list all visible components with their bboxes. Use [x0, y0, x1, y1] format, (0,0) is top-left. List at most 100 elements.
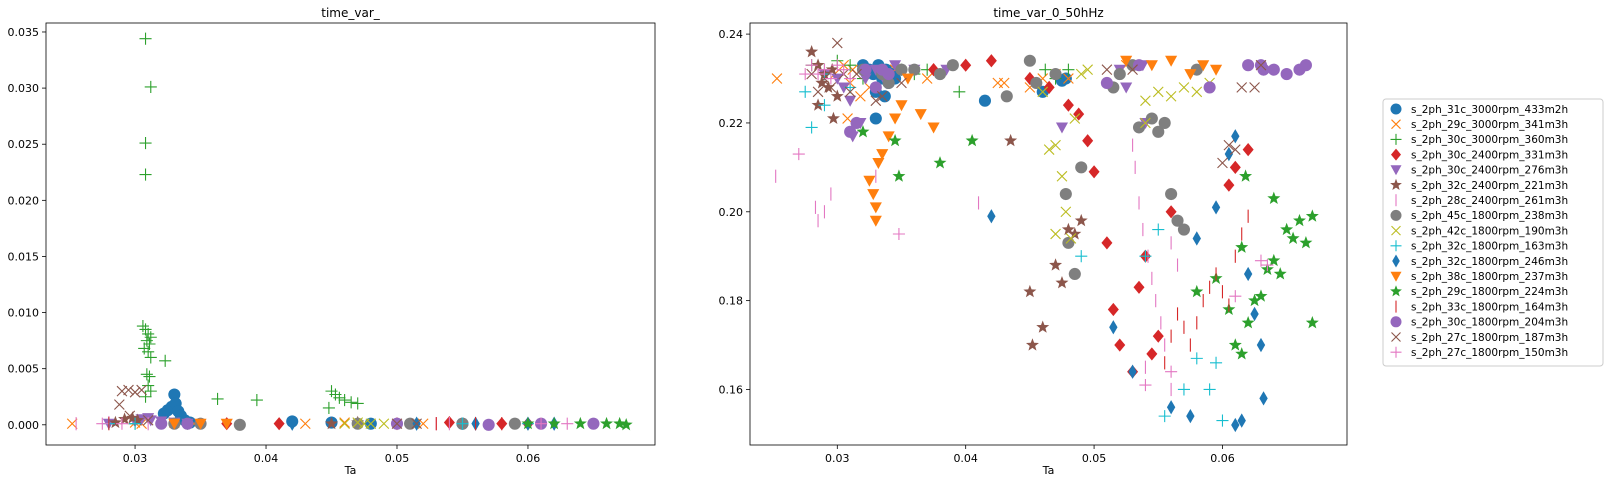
- left-data-point: [168, 418, 181, 430]
- right-data-point: [1239, 169, 1253, 182]
- left-data-point: [600, 416, 614, 430]
- right-data-point: [1184, 69, 1197, 81]
- left-data-point: [250, 394, 263, 407]
- legend: s_2ph_31c_3000rpm_433m2h s_2ph_29c_3000rp…: [1382, 98, 1604, 367]
- right-data-point: [1231, 417, 1240, 433]
- right-data-point: [1069, 113, 1081, 124]
- left-y-tick-label: 0.000: [8, 419, 40, 432]
- right-data-point: [826, 111, 840, 125]
- right-data-point: [844, 59, 857, 72]
- right-data-point: [1261, 259, 1274, 272]
- right-x-tick-label: 0.05: [1082, 452, 1107, 465]
- left-x-tick-label: 0.05: [385, 452, 410, 465]
- left-data-point: [351, 417, 364, 430]
- left-data-point: [613, 416, 627, 430]
- legend-label: s_2ph_32c_2400rpm_221m3h: [1411, 180, 1568, 192]
- right-data-point: [844, 72, 857, 85]
- right-data-point: [1210, 356, 1223, 369]
- left-axis-ticks: 0.03 0.04 0.05 0.06 0.000 0.005 0.010 0.015 0.02…: [8, 26, 541, 465]
- left-y-tick-label: 0.015: [8, 250, 40, 263]
- right-data-point: [1043, 80, 1055, 95]
- right-data-point: [882, 76, 895, 90]
- left-data-point: [338, 394, 351, 407]
- left-data-point: [521, 416, 535, 430]
- right-data-point: [1305, 316, 1319, 329]
- left-data-point: [139, 137, 152, 150]
- legend-label: s_2ph_45c_1800rpm_238m3h: [1411, 210, 1568, 222]
- legend-label: s_2ph_27c_1800rpm_187m3h: [1411, 332, 1568, 344]
- right-y-tick-label: 0.18: [719, 295, 744, 308]
- right-data-point: [1242, 59, 1255, 72]
- left-data-point: [378, 418, 390, 430]
- right-data-points: [771, 37, 1319, 433]
- right-data-point: [1248, 293, 1262, 307]
- legend-label: s_2ph_42c_1800rpm_190m3h: [1411, 225, 1568, 237]
- right-data-point: [1229, 160, 1241, 174]
- right-data-point: [818, 99, 831, 112]
- right-data-point: [896, 77, 907, 89]
- legend-label: s_2ph_28c_2400rpm_261m3h: [1411, 195, 1568, 207]
- right-data-point: [914, 109, 927, 121]
- right-data-point: [1171, 214, 1184, 227]
- legend-marker: [1390, 271, 1402, 282]
- legend-label: s_2ph_32c_1800rpm_246m3h: [1411, 256, 1568, 268]
- right-data-point: [870, 95, 882, 107]
- right-data-point: [1152, 223, 1165, 236]
- right-data-point: [1000, 90, 1013, 103]
- left-data-point: [168, 388, 181, 401]
- right-data-point: [1280, 222, 1294, 236]
- right-data-point: [953, 85, 966, 98]
- right-data-point: [1236, 82, 1248, 93]
- right-data-point: [1075, 161, 1088, 174]
- right-data-point: [921, 73, 933, 84]
- right-data-point: [792, 147, 805, 161]
- right-data-point: [1152, 125, 1165, 138]
- right-data-point: [1082, 64, 1093, 75]
- left-data-point: [66, 418, 78, 430]
- left-data-point: [155, 417, 168, 430]
- right-data-point: [811, 98, 825, 111]
- right-data-point: [1068, 267, 1081, 281]
- left-y-tick-label: 0.035: [8, 26, 40, 39]
- legend-label: s_2ph_30c_3000rpm_360m3h: [1411, 134, 1568, 146]
- right-data-point: [1231, 129, 1240, 144]
- left-data-point: [456, 417, 469, 430]
- right-data-point: [830, 89, 844, 102]
- right-data-point: [1299, 59, 1312, 72]
- right-data-point: [1178, 82, 1190, 93]
- right-data-point: [1037, 86, 1049, 98]
- right-data-point: [1186, 408, 1195, 424]
- right-data-point: [812, 86, 824, 98]
- right-data-point: [987, 209, 996, 224]
- left-data-point: [508, 417, 521, 430]
- right-x-tick-label: 0.03: [825, 452, 850, 465]
- right-data-point: [821, 80, 835, 93]
- right-data-point: [1293, 213, 1306, 227]
- left-data-point: [142, 414, 154, 426]
- right-data-point: [1055, 276, 1069, 289]
- right-data-point: [1050, 139, 1061, 151]
- left-data-point: [142, 327, 155, 340]
- left-data-point: [561, 417, 574, 430]
- right-data-point: [985, 54, 997, 68]
- right-data-point: [1254, 289, 1268, 302]
- right-data-point: [831, 73, 844, 85]
- right-data-point: [1062, 63, 1075, 76]
- right-data-point: [831, 59, 844, 72]
- right-data-point: [799, 85, 812, 98]
- right-data-point: [978, 94, 991, 107]
- legend-marker: [1390, 316, 1402, 328]
- legend-entries: s_2ph_31c_3000rpm_433m2h s_2ph_29c_3000rp…: [1390, 103, 1568, 359]
- right-data-point: [1049, 258, 1063, 271]
- right-data-point: [818, 63, 831, 76]
- right-chart: time_var_0_50hHz 0.03 0.04 0.05 0.06 0.16 0.1…: [719, 6, 1348, 477]
- right-data-point: [1237, 413, 1246, 428]
- left-data-point: [333, 391, 346, 404]
- right-data-point: [869, 112, 882, 125]
- right-data-point: [831, 37, 843, 49]
- right-data-point: [889, 60, 902, 72]
- right-data-point: [1120, 55, 1133, 67]
- right-data-point: [946, 59, 959, 72]
- right-y-tick-label: 0.22: [719, 117, 744, 130]
